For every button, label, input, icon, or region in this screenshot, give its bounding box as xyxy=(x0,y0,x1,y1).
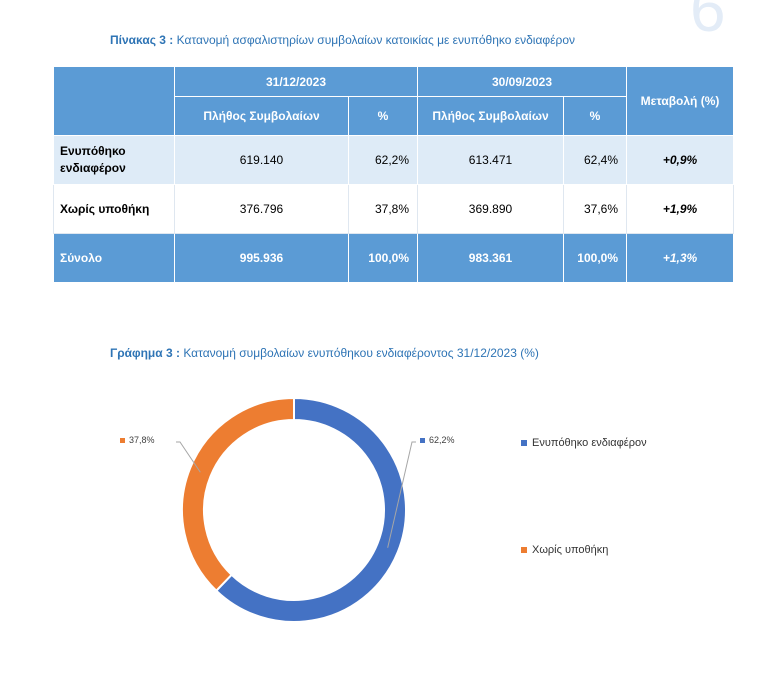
leader-line xyxy=(176,441,201,473)
pct-cell: 62,4% xyxy=(563,135,627,185)
header-count-1: Πλήθος Συμβολαίων xyxy=(174,96,349,136)
count-cell: 983.361 xyxy=(417,233,564,283)
legend-label: Ενυπόθηκο ενδιαφέρον xyxy=(532,437,647,449)
count-cell: 995.936 xyxy=(174,233,349,283)
legend-swatch xyxy=(521,547,527,554)
count-cell: 613.471 xyxy=(417,135,564,185)
count-cell: 376.796 xyxy=(174,184,349,234)
change-cell: +0,9% xyxy=(626,135,734,185)
table-total-row: Σύνολο 995.936 100,0% 983.361 100,0% +1,… xyxy=(53,233,734,283)
data-label: 62,2% xyxy=(420,435,455,445)
change-cell: +1,9% xyxy=(626,184,734,234)
pct-cell: 37,8% xyxy=(348,184,418,234)
legend-label: Χωρίς υποθήκη xyxy=(532,544,609,556)
page-number: 6 xyxy=(690,0,726,45)
data-label-text: 37,8% xyxy=(129,435,155,445)
table-caption-label: Πίνακας 3 : xyxy=(110,33,174,47)
leader-line xyxy=(387,441,416,548)
header-empty-cell xyxy=(53,66,175,136)
header-period-1: 31/12/2023 xyxy=(174,66,418,97)
policies-table: 31/12/2023 30/09/2023 Μεταβολή (%) Πλήθο… xyxy=(53,66,734,283)
pct-cell: 37,6% xyxy=(563,184,627,234)
table-row: Χωρίς υποθήκη 376.796 37,8% 369.890 37,6… xyxy=(53,184,734,234)
data-label-swatch xyxy=(120,438,125,444)
pct-cell: 62,2% xyxy=(348,135,418,185)
chart-caption-label: Γράφημα 3 : xyxy=(110,346,180,360)
legend-item: Χωρίς υποθήκη xyxy=(521,544,608,556)
header-change: Μεταβολή (%) xyxy=(626,66,734,136)
header-count-2: Πλήθος Συμβολαίων xyxy=(417,96,564,136)
count-cell: 369.890 xyxy=(417,184,564,234)
table-row: Ενυπόθηκο ενδιαφέρον 619.140 62,2% 613.4… xyxy=(53,135,734,185)
donut-slice xyxy=(214,396,407,623)
data-label-swatch xyxy=(420,438,425,444)
header-pct-2: % xyxy=(563,96,627,136)
chart-caption-text: Κατανομή συμβολαίων ενυπόθηκου ενδιαφέρο… xyxy=(183,346,539,360)
table-caption-text: Κατανομή ασφαλιστηρίων συμβολαίων κατοικ… xyxy=(176,33,576,47)
count-cell: 619.140 xyxy=(174,135,349,185)
data-label: 37,8% xyxy=(120,435,155,445)
pct-cell: 100,0% xyxy=(563,233,627,283)
header-period-2: 30/09/2023 xyxy=(417,66,627,97)
row-label: Χωρίς υποθήκη xyxy=(53,184,175,234)
chart-caption: Γράφημα 3 : Κατανομή συμβολαίων ενυπόθηκ… xyxy=(110,346,539,360)
donut-slice xyxy=(181,396,295,593)
row-label: Σύνολο xyxy=(53,233,175,283)
table-caption: Πίνακας 3 : Κατανομή ασφαλιστηρίων συμβο… xyxy=(110,33,575,47)
legend-swatch xyxy=(521,440,527,447)
data-label-text: 62,2% xyxy=(429,435,455,445)
header-pct-1: % xyxy=(348,96,418,136)
legend-item: Ενυπόθηκο ενδιαφέρον xyxy=(521,437,647,449)
pct-cell: 100,0% xyxy=(348,233,418,283)
change-cell: +1,3% xyxy=(626,233,734,283)
row-label: Ενυπόθηκο ενδιαφέρον xyxy=(53,135,175,185)
donut-chart xyxy=(176,396,416,623)
